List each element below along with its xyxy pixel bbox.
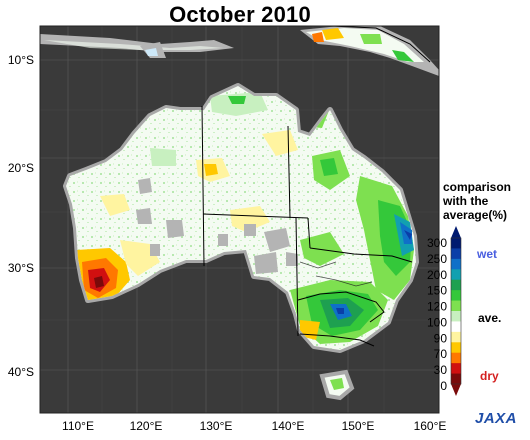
legend-tick-label: 250 — [427, 252, 447, 266]
jaxa-logo: JAXA — [475, 410, 518, 427]
legend-color-step — [451, 342, 461, 354]
legend-tick-label: 300 — [427, 236, 447, 250]
legend-title: comparison with the average(%) — [443, 180, 530, 222]
lat-label-20s: 20°S — [8, 161, 34, 175]
legend-color-step — [451, 290, 461, 302]
lat-label-10s: 10°S — [8, 53, 34, 67]
legend-title-line: average(%) — [443, 208, 508, 222]
lon-label-130e: 130°E — [200, 419, 233, 433]
legend-ave-label: ave. — [478, 311, 501, 325]
legend-arrow-wet — [451, 226, 461, 238]
legend-color-step — [451, 248, 461, 260]
legend-tick-label: 120 — [427, 300, 447, 314]
legend-color-step — [451, 269, 461, 281]
lon-label-110e: 110°E — [62, 419, 94, 433]
legend-color-step — [451, 331, 461, 343]
legend-wet-label: wet — [476, 247, 497, 261]
lon-label-150e: 150°E — [342, 419, 375, 433]
legend-color-step — [451, 300, 461, 312]
legend-dry-label: dry — [480, 369, 499, 383]
legend-tick-label: 70 — [434, 347, 448, 361]
state-borders — [201, 105, 413, 347]
legend-tick-label: 200 — [427, 268, 447, 282]
legend-color-step — [451, 238, 461, 249]
legend-color-step — [451, 352, 461, 364]
legend-tick-label: 0 — [440, 379, 447, 393]
legend-color-step — [451, 321, 461, 333]
lat-label-40s: 40°S — [8, 365, 34, 379]
legend-color-step — [451, 258, 461, 270]
legend-color-step — [451, 311, 461, 322]
legend-title-line: with the — [443, 194, 489, 208]
legend-color-step — [451, 363, 461, 375]
lat-label-30s: 30°S — [8, 261, 34, 275]
lon-label-160e: 160°E — [414, 419, 447, 433]
legend-tick-label: 100 — [427, 315, 447, 329]
legend-tick-label: 150 — [427, 284, 447, 298]
map-title: October 2010 — [169, 2, 311, 27]
legend-tick-label: 30 — [434, 363, 448, 377]
northern-islands — [40, 26, 439, 76]
legend-color-step — [451, 373, 461, 385]
lon-label-120e: 120°E — [130, 419, 163, 433]
legend-title-line: comparison — [443, 180, 512, 194]
legend-arrow-dry — [451, 384, 461, 396]
legend-color-step — [451, 279, 461, 291]
legend-frame — [450, 237, 462, 385]
legend-colorbar — [450, 226, 462, 396]
legend-tick-label: 90 — [434, 331, 448, 345]
lon-label-140e: 140°E — [272, 419, 305, 433]
